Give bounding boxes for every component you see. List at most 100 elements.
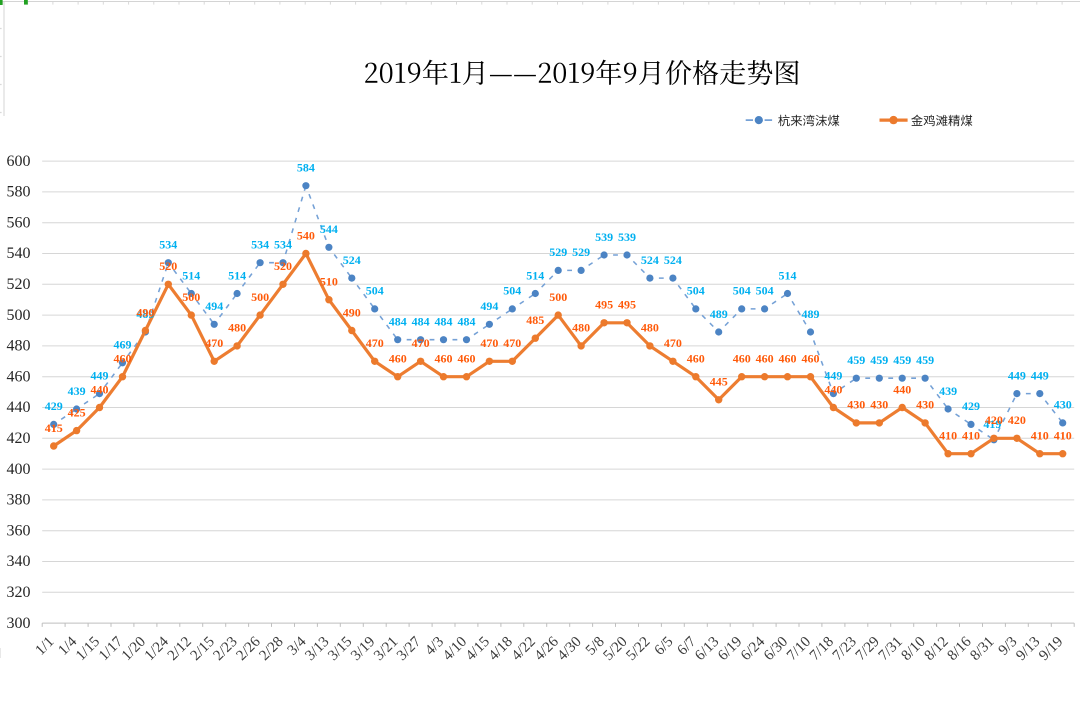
svg-text:460: 460 — [389, 352, 407, 366]
svg-text:560: 560 — [7, 214, 31, 231]
svg-text:425: 425 — [68, 405, 86, 419]
svg-text:459: 459 — [847, 353, 865, 367]
svg-text:460: 460 — [435, 352, 453, 366]
svg-text:460: 460 — [7, 368, 31, 385]
svg-text:490: 490 — [343, 305, 361, 319]
svg-text:470: 470 — [480, 336, 498, 350]
svg-text:440: 440 — [824, 382, 842, 396]
svg-text:420: 420 — [985, 413, 1003, 427]
svg-text:410: 410 — [1054, 429, 1072, 443]
svg-text:529: 529 — [549, 245, 567, 259]
svg-text:470: 470 — [205, 336, 223, 350]
svg-text:484: 484 — [435, 315, 453, 329]
svg-text:540: 540 — [297, 228, 315, 242]
svg-text:480: 480 — [572, 321, 590, 335]
svg-text:504: 504 — [366, 284, 384, 298]
svg-text:514: 514 — [779, 268, 797, 282]
svg-text:529: 529 — [572, 245, 590, 259]
svg-text:484: 484 — [458, 315, 476, 329]
svg-text:460: 460 — [114, 352, 132, 366]
svg-text:489: 489 — [136, 307, 154, 321]
svg-text:495: 495 — [595, 298, 613, 312]
svg-text:514: 514 — [182, 268, 200, 282]
svg-text:470: 470 — [503, 336, 521, 350]
svg-text:439: 439 — [939, 384, 957, 398]
svg-text:460: 460 — [687, 352, 705, 366]
svg-text:410: 410 — [962, 429, 980, 443]
svg-text:480: 480 — [641, 321, 659, 335]
svg-text:470: 470 — [664, 336, 682, 350]
svg-text:495: 495 — [618, 298, 636, 312]
svg-text:500: 500 — [549, 290, 567, 304]
svg-text:534: 534 — [251, 238, 269, 252]
svg-text:459: 459 — [870, 353, 888, 367]
svg-text:504: 504 — [756, 284, 774, 298]
svg-text:524: 524 — [641, 253, 659, 267]
svg-text:430: 430 — [1054, 398, 1072, 412]
svg-text:510: 510 — [320, 275, 338, 289]
svg-text:539: 539 — [618, 230, 636, 244]
svg-text:410: 410 — [1031, 429, 1049, 443]
svg-text:540: 540 — [7, 245, 31, 262]
svg-text:460: 460 — [756, 352, 774, 366]
svg-text:520: 520 — [7, 276, 31, 293]
svg-text:480: 480 — [228, 321, 246, 335]
svg-text:494: 494 — [205, 299, 223, 313]
svg-text:460: 460 — [779, 352, 797, 366]
svg-text:520: 520 — [159, 259, 177, 273]
svg-text:420: 420 — [7, 430, 31, 447]
svg-text:544: 544 — [320, 222, 338, 236]
svg-text:429: 429 — [45, 399, 63, 413]
svg-text:415: 415 — [45, 421, 63, 435]
svg-text:445: 445 — [710, 375, 728, 389]
svg-text:430: 430 — [916, 398, 934, 412]
svg-text:524: 524 — [343, 253, 361, 267]
svg-text:534: 534 — [274, 238, 292, 252]
svg-text:504: 504 — [687, 284, 705, 298]
svg-text:410: 410 — [939, 429, 957, 443]
svg-text:504: 504 — [733, 284, 751, 298]
svg-text:420: 420 — [1008, 413, 1026, 427]
svg-text:460: 460 — [458, 352, 476, 366]
svg-text:459: 459 — [893, 353, 911, 367]
svg-text:485: 485 — [526, 313, 544, 327]
svg-text:489: 489 — [710, 307, 728, 321]
svg-text:470: 470 — [366, 336, 384, 350]
svg-text:360: 360 — [7, 522, 31, 539]
svg-text:470: 470 — [412, 336, 430, 350]
svg-text:500: 500 — [182, 290, 200, 304]
svg-text:449: 449 — [91, 368, 109, 382]
svg-text:539: 539 — [595, 230, 613, 244]
svg-text:460: 460 — [733, 352, 751, 366]
svg-text:484: 484 — [389, 315, 407, 329]
svg-text:484: 484 — [412, 315, 430, 329]
svg-text:584: 584 — [297, 161, 315, 175]
svg-text:449: 449 — [824, 368, 842, 382]
svg-text:340: 340 — [7, 553, 31, 570]
svg-text:500: 500 — [7, 307, 31, 324]
svg-text:489: 489 — [802, 307, 820, 321]
svg-text:460: 460 — [802, 352, 820, 366]
svg-text:480: 480 — [7, 338, 31, 355]
svg-text:504: 504 — [503, 284, 521, 298]
svg-text:429: 429 — [962, 399, 980, 413]
svg-text:419: 419 — [983, 417, 1001, 431]
svg-text:469: 469 — [114, 338, 132, 352]
svg-text:524: 524 — [664, 253, 682, 267]
svg-text:320: 320 — [7, 584, 31, 601]
svg-text:534: 534 — [159, 238, 177, 252]
svg-text:500: 500 — [251, 290, 269, 304]
svg-text:300: 300 — [7, 615, 31, 632]
svg-text:580: 580 — [7, 184, 31, 201]
svg-text:494: 494 — [480, 299, 498, 313]
svg-text:400: 400 — [7, 461, 31, 478]
svg-text:459: 459 — [916, 353, 934, 367]
svg-text:449: 449 — [1031, 368, 1049, 382]
svg-text:439: 439 — [68, 384, 86, 398]
svg-text:380: 380 — [7, 492, 31, 509]
svg-text:514: 514 — [526, 268, 544, 282]
svg-text:449: 449 — [1008, 368, 1026, 382]
svg-text:600: 600 — [7, 153, 31, 170]
svg-text:520: 520 — [274, 259, 292, 273]
svg-text:430: 430 — [847, 398, 865, 412]
